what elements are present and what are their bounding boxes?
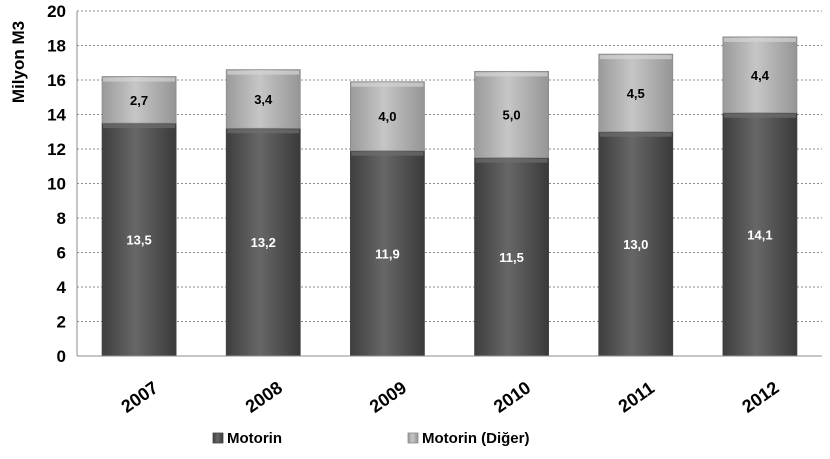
- bar-cap: [103, 124, 176, 129]
- bar-cap: [351, 151, 424, 156]
- y-tick-label: 12: [47, 140, 66, 159]
- y-axis-title: Milyon M3: [9, 21, 28, 103]
- data-label: 5,0: [503, 108, 521, 123]
- x-tick-label: 2012: [738, 377, 782, 416]
- bar-cap: [475, 72, 548, 77]
- bar-motorin-diger-2008: [225, 69, 301, 129]
- x-tick-label: 2011: [615, 378, 658, 417]
- legend-swatch-motorin-diger: [407, 432, 419, 444]
- x-tick-label: 2007: [118, 377, 162, 416]
- gridlines: [77, 10, 822, 322]
- data-label: 13,5: [126, 233, 151, 248]
- bar-motorin-diger-2007: [101, 76, 177, 124]
- data-label: 2,7: [130, 93, 148, 108]
- bars: [101, 36, 798, 357]
- data-label: 4,0: [378, 109, 396, 124]
- bar-cap: [723, 113, 796, 118]
- bar-motorin-diger-2009: [350, 81, 425, 152]
- data-label: 4,5: [627, 86, 645, 101]
- bar-motorin-diger-2012: [722, 36, 798, 114]
- bar-cap: [351, 82, 424, 87]
- legend: Motorin Motorin (Diğer): [212, 430, 529, 447]
- legend-label-motorin: Motorin: [227, 430, 282, 447]
- data-label: 11,5: [499, 250, 524, 265]
- bar-cap: [599, 132, 672, 137]
- data-label: 13,0: [623, 237, 648, 252]
- y-tick-label: 0: [57, 347, 66, 366]
- bar-cap: [227, 70, 300, 75]
- y-tick-label: 2: [57, 313, 66, 332]
- bar-motorin-2011: [598, 131, 674, 357]
- bar-cap: [227, 129, 300, 134]
- bar-motorin-2009: [350, 150, 425, 357]
- y-tick-label: 6: [57, 244, 66, 263]
- bar-cap: [723, 37, 796, 42]
- y-tick-label: 20: [47, 2, 66, 21]
- x-tick-label: 2010: [490, 377, 534, 416]
- bar-motorin-2010: [474, 157, 549, 357]
- y-tick-label: 18: [47, 37, 66, 56]
- y-tick-label: 8: [57, 209, 66, 228]
- y-tick-label: 14: [47, 106, 66, 125]
- bar-motorin-2012: [722, 112, 798, 357]
- data-label: 14,1: [747, 227, 772, 242]
- y-tick-label: 10: [47, 175, 66, 194]
- legend-label-motorin-diger: Motorin (Diğer): [422, 430, 529, 447]
- x-tick-label: 2008: [242, 377, 286, 416]
- data-labels: 13,5 2,7 13,2 3,4 11,9 4,0 11,5 5,0 13,0 4,5 14,1 4…: [126, 68, 772, 265]
- legend-swatch-motorin: [212, 432, 224, 444]
- bar-cap: [103, 77, 176, 82]
- bar-cap: [599, 55, 672, 60]
- data-label: 13,2: [251, 235, 276, 250]
- data-label: 11,9: [375, 246, 400, 261]
- data-label: 3,4: [254, 92, 273, 107]
- bar-cap: [475, 158, 548, 163]
- y-tick-label: 4: [57, 278, 67, 297]
- y-tick-label: 16: [47, 71, 66, 90]
- bar-motorin-diger-2011: [598, 53, 674, 133]
- data-label: 4,4: [751, 68, 770, 83]
- x-tick-label: 2009: [366, 377, 410, 416]
- bar-motorin-diger-2010: [474, 70, 549, 159]
